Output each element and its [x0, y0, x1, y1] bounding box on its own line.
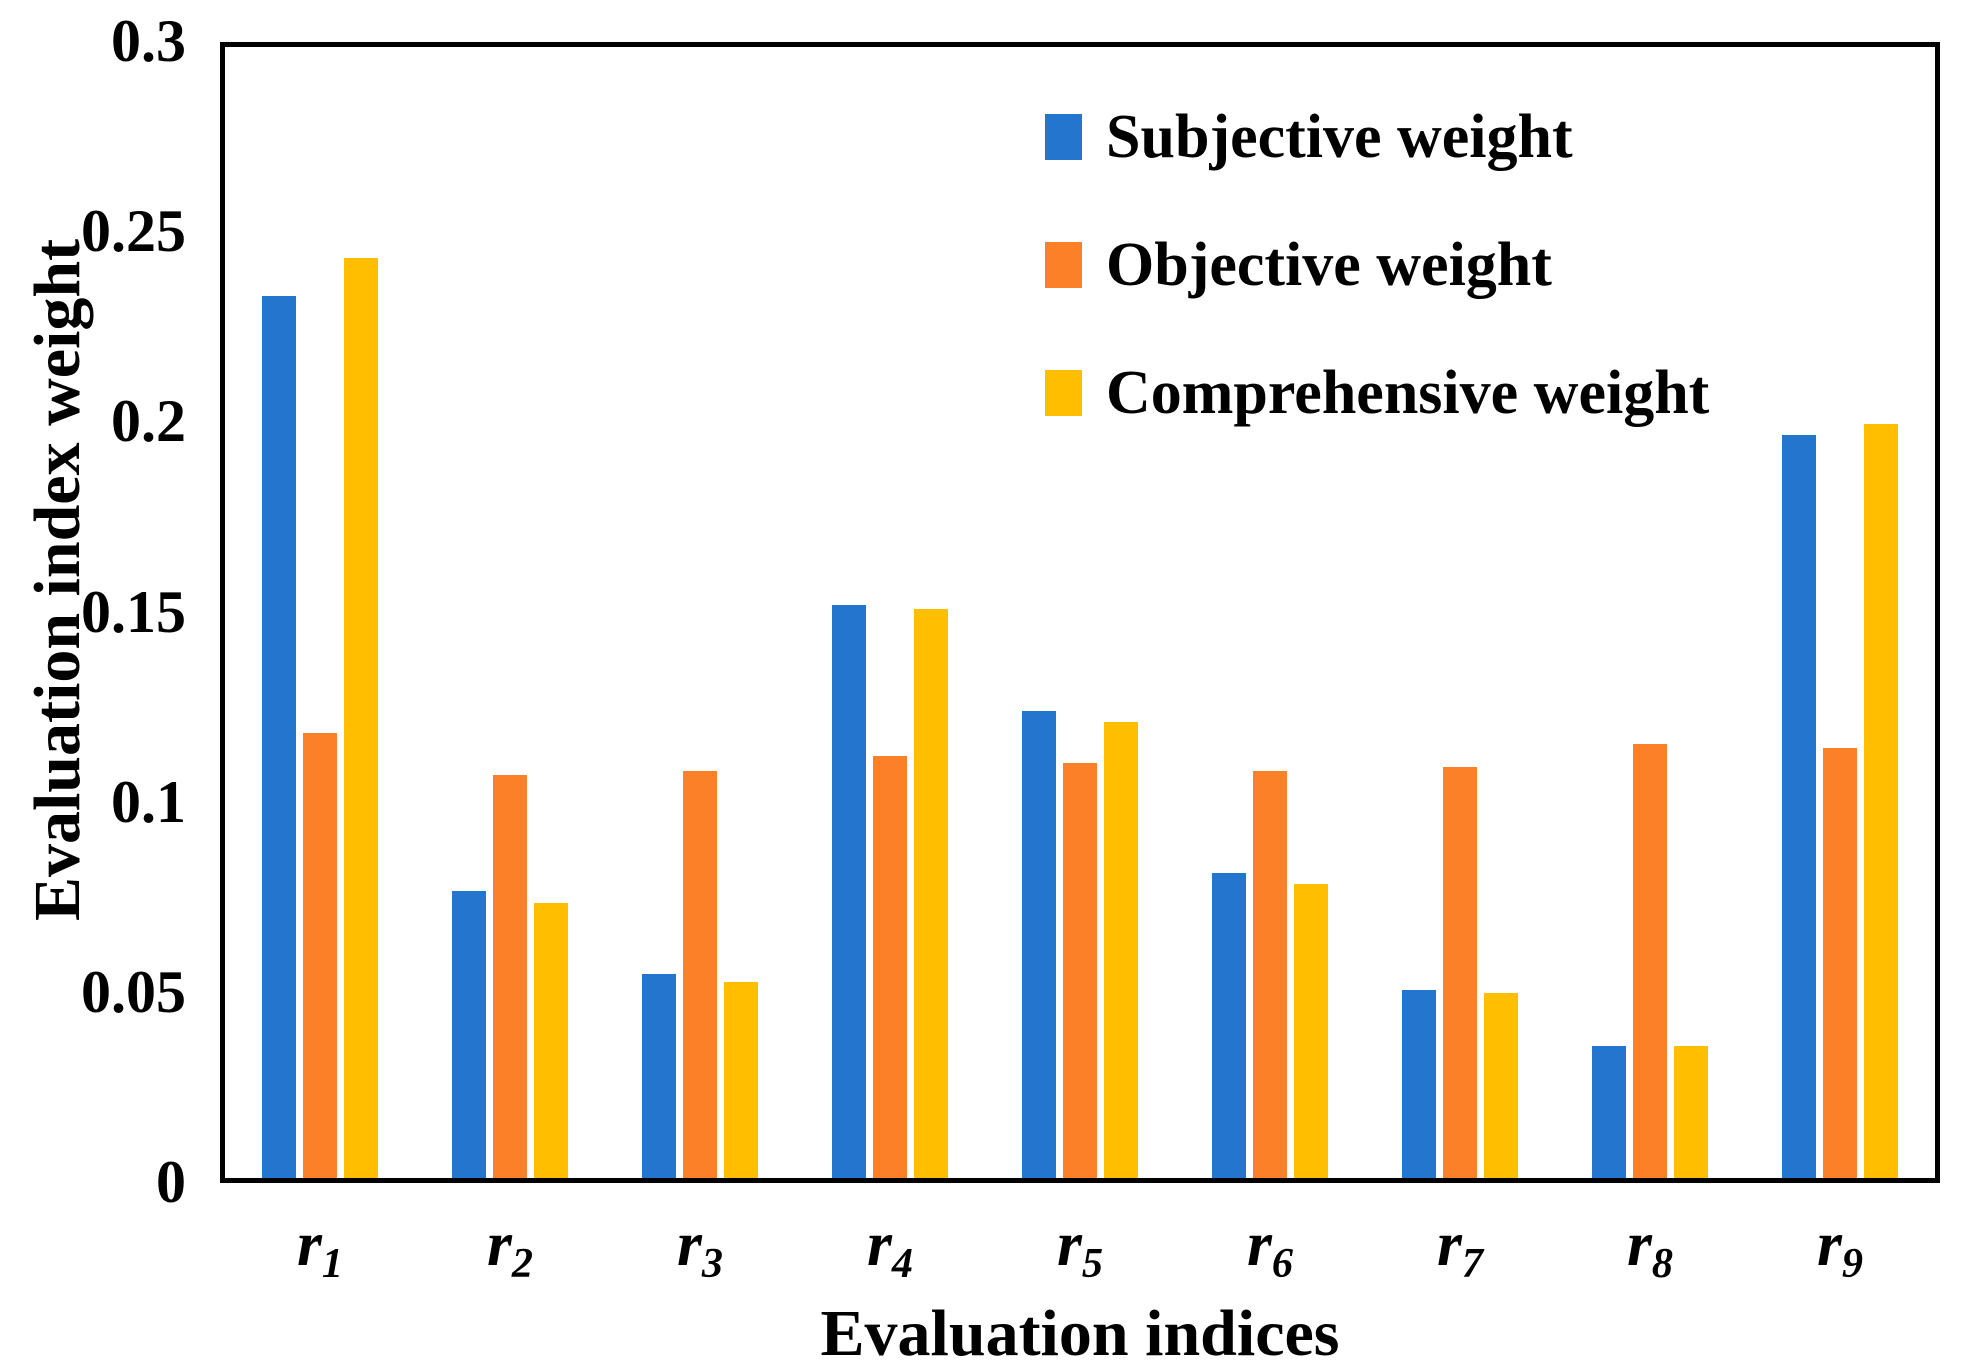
bar-subjective-r6: [1212, 872, 1246, 1178]
x-axis-title: Evaluation indices: [820, 1297, 1340, 1370]
legend: Subjective weight Objective weight Compreh…: [1045, 106, 1709, 497]
y-tick-label-0.1: 0.1: [111, 768, 186, 835]
plot-area: Subjective weight Objective weight Compreh…: [220, 42, 1940, 1183]
y-tick-label-0.05: 0.05: [81, 958, 186, 1025]
y-tick-label-0.25: 0.25: [81, 197, 186, 264]
x-tick-label-r2: r2: [486, 1208, 534, 1287]
y-tick-label-0.3: 0.3: [111, 7, 186, 74]
y-tick-label-0.2: 0.2: [111, 388, 186, 455]
bar-subjective-r8: [1592, 1046, 1626, 1178]
bar-subjective-r3: [642, 974, 676, 1178]
bar-subjective-r7: [1402, 989, 1436, 1178]
legend-label: Subjective weight: [1106, 103, 1573, 171]
bar-comprehensive-r1: [344, 258, 378, 1178]
x-tick-label-r9: r9: [1816, 1208, 1864, 1287]
x-tick-label-r6: r6: [1246, 1208, 1294, 1287]
legend-item: Objective weight: [1045, 234, 1709, 296]
bar-comprehensive-r2: [534, 902, 568, 1178]
bar-comprehensive-r7: [1484, 993, 1518, 1178]
bar-objective-r5: [1063, 763, 1097, 1178]
legend-item: Comprehensive weight: [1045, 362, 1709, 424]
bar-comprehensive-r6: [1294, 883, 1328, 1178]
legend-item: Subjective weight: [1045, 106, 1709, 168]
x-tick-label-r5: r5: [1056, 1208, 1104, 1287]
bar-subjective-r5: [1022, 710, 1056, 1178]
legend-label: Comprehensive weight: [1106, 359, 1710, 427]
x-axis-tick-labels: r1 r2 r3 r4 r5 r6 r7 r8 r9: [225, 1212, 1935, 1302]
x-tick-label-r1: r1: [296, 1208, 344, 1287]
legend-swatch-icon: [1045, 114, 1082, 160]
bar-subjective-r1: [262, 295, 296, 1178]
bar-subjective-r4: [832, 604, 866, 1178]
bar-objective-r4: [873, 755, 907, 1178]
bar-comprehensive-r8: [1674, 1046, 1708, 1178]
bar-subjective-r9: [1782, 435, 1816, 1178]
y-tick-label-0: 0: [156, 1148, 186, 1215]
x-tick-label-r4: r4: [866, 1208, 914, 1287]
bar-comprehensive-r4: [914, 608, 948, 1178]
bar-subjective-r2: [452, 891, 486, 1178]
bar-objective-r7: [1443, 767, 1477, 1178]
x-tick-label-r3: r3: [676, 1208, 724, 1287]
y-axis-tick-labels: 0.3 0.25 0.2 0.15 0.1 0.05 0: [0, 0, 186, 1370]
bar-objective-r6: [1253, 770, 1287, 1178]
bar-comprehensive-r9: [1864, 424, 1898, 1178]
x-tick-label-r8: r8: [1626, 1208, 1674, 1287]
y-tick-label-0.15: 0.15: [81, 578, 186, 645]
legend-label: Objective weight: [1106, 231, 1552, 299]
legend-swatch-icon: [1045, 242, 1082, 288]
bar-objective-r3: [683, 770, 717, 1178]
bar-objective-r9: [1823, 748, 1857, 1178]
bar-comprehensive-r5: [1104, 721, 1138, 1178]
bar-objective-r2: [493, 774, 527, 1178]
bar-objective-r8: [1633, 744, 1667, 1178]
bar-objective-r1: [303, 733, 337, 1178]
bar-comprehensive-r3: [724, 981, 758, 1178]
x-tick-label-r7: r7: [1436, 1208, 1484, 1287]
plot-inner: [225, 47, 1935, 1178]
legend-swatch-icon: [1045, 370, 1082, 416]
